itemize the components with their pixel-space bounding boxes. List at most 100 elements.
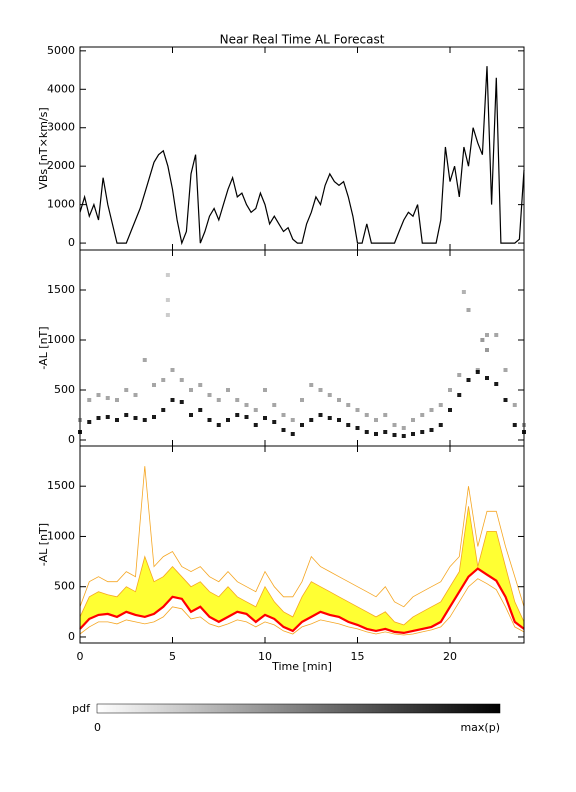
y-tick-label: 1500	[47, 479, 75, 492]
pdf-cell	[244, 415, 249, 419]
y-tick-label: 2000	[47, 159, 75, 172]
pdf-cell	[374, 418, 378, 422]
plot-frame	[79, 46, 525, 251]
pdf-cell	[133, 393, 138, 397]
pdf-cell	[170, 368, 175, 372]
pdf-cell	[438, 423, 443, 427]
pdf-cell	[457, 373, 462, 377]
pdf-cell	[198, 408, 203, 412]
pdf-cell	[253, 423, 258, 427]
pdf-cell	[165, 298, 170, 302]
y-tick-label: 0	[68, 433, 75, 446]
y-tick-label: 500	[54, 383, 75, 396]
pdf-cell	[179, 378, 184, 382]
y-tick-label: 0	[68, 630, 75, 643]
x-tick-label: 15	[351, 650, 365, 663]
pdf-cell	[96, 393, 101, 397]
y-tick-label: 0	[68, 236, 75, 249]
y-axis-label: VBs [nT×km/s]	[37, 107, 50, 189]
pdf-cell	[475, 368, 480, 372]
pdf-cell	[461, 290, 466, 294]
pdf-cell	[438, 403, 443, 407]
pdf-cell	[165, 273, 170, 277]
y-axis-label: -AL [nT]	[37, 326, 50, 369]
y-axis-label: -AL [nT]	[37, 523, 50, 566]
x-axis-label: Time [min]	[271, 660, 332, 673]
pdf-cell	[189, 413, 193, 417]
pdf-cell	[318, 413, 323, 417]
pdf-cell	[374, 432, 378, 436]
pdf-cell	[216, 423, 221, 427]
x-tick-label: 20	[443, 650, 457, 663]
pdf-cell	[503, 398, 508, 402]
pdf-cell	[300, 398, 304, 402]
pdf-cell	[420, 430, 425, 434]
chart-title: Near Real Time AL Forecast	[220, 33, 385, 47]
pdf-cell	[364, 430, 369, 434]
pdf-cell	[87, 420, 92, 424]
pdf-cell	[207, 418, 212, 422]
pdf-cell	[263, 388, 267, 392]
pdf-cell	[475, 370, 480, 374]
x-tick-label: 10	[258, 650, 272, 663]
quantile-line	[79, 466, 525, 608]
pdf-cell	[87, 398, 92, 402]
pdf-cell	[198, 383, 203, 387]
pdf-cell	[253, 408, 258, 412]
pdf-cell	[429, 408, 434, 412]
pdf-cell	[401, 434, 406, 438]
pdf-cell	[142, 358, 147, 362]
pdf-cell	[346, 423, 351, 427]
pdf-cell	[290, 418, 295, 422]
pdf-cell	[133, 416, 138, 420]
pdf-cell	[244, 403, 249, 407]
pdf-cell	[226, 388, 230, 392]
pdf-cell	[355, 408, 360, 412]
pdf-cell	[263, 416, 267, 420]
pdf-cell	[115, 398, 119, 402]
pdf-cell	[272, 403, 277, 407]
pdf-cell	[309, 383, 314, 387]
pdf-cell	[383, 430, 388, 434]
pdf-cell	[152, 383, 156, 387]
pdf-cell	[216, 398, 221, 402]
pdf-cell	[503, 368, 508, 372]
pdf-cell	[355, 426, 360, 430]
pdf-cell	[161, 378, 166, 382]
plot-frame	[79, 249, 525, 447]
pdf-cell	[272, 420, 277, 424]
pdf-cell	[105, 415, 110, 419]
pdf-cell	[124, 388, 129, 392]
pdf-cell	[411, 418, 415, 422]
pdf-cell	[281, 428, 286, 432]
pdf-cell	[485, 376, 489, 380]
plot-frame	[79, 445, 525, 644]
pdf-cell	[327, 393, 332, 397]
pdf-cell	[466, 378, 471, 382]
colorbar	[96, 703, 501, 714]
quantile-line	[79, 567, 525, 635]
pdf-cell	[179, 400, 184, 404]
pdf-cell	[290, 432, 295, 436]
colorbar-label: pdf	[72, 702, 91, 715]
quantile-band	[80, 506, 524, 633]
pdf-cell	[189, 388, 193, 392]
pdf-cell	[429, 428, 434, 432]
pdf-cell	[300, 423, 304, 427]
y-tick-label: 1000	[47, 198, 75, 211]
y-tick-label: 500	[54, 580, 75, 593]
y-tick-label: 1500	[47, 283, 75, 296]
pdf-cell	[411, 432, 415, 436]
pdf-cell	[161, 408, 166, 412]
pdf-cell	[142, 418, 147, 422]
colorbar-min: 0	[94, 721, 101, 734]
pdf-cell	[512, 403, 517, 407]
y-tick-label: 3000	[47, 121, 75, 134]
y-tick-label: 5000	[47, 44, 75, 57]
pdf-cell	[466, 308, 471, 312]
pdf-cell	[152, 415, 156, 419]
pdf-cell	[512, 423, 517, 427]
pdf-cell	[392, 433, 397, 437]
pdf-cell	[337, 398, 341, 402]
